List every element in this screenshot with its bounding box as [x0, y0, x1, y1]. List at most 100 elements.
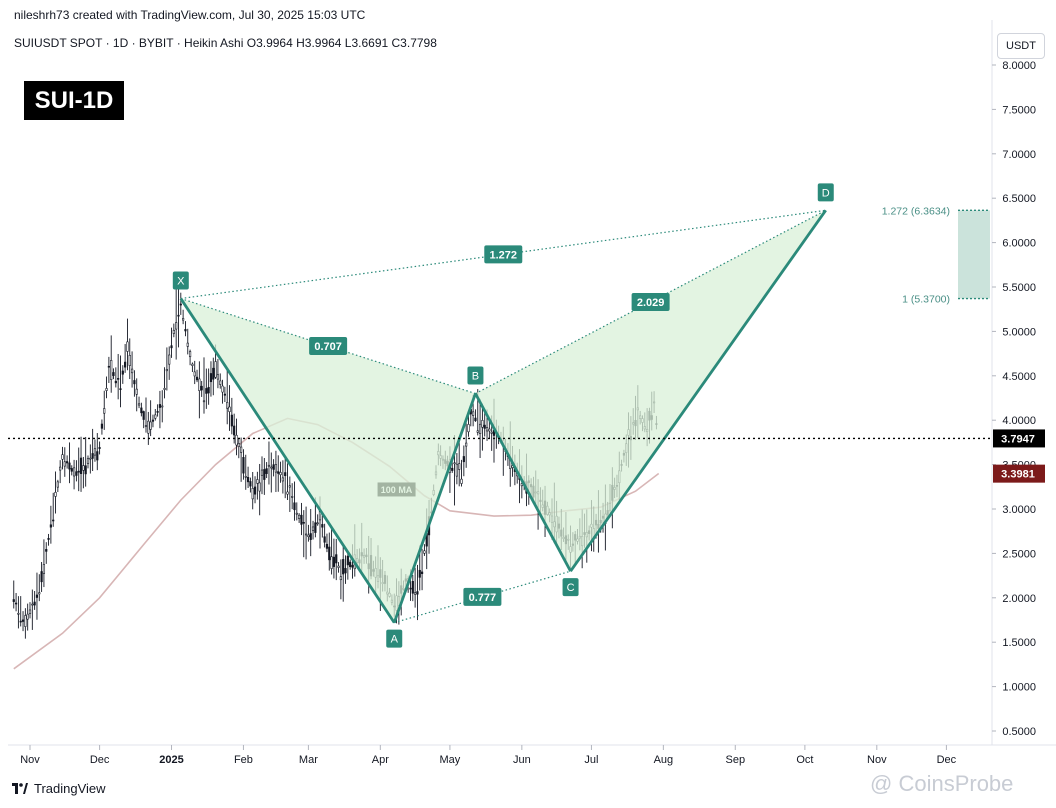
- y-tick-label: 5.0000: [1002, 326, 1036, 338]
- candle-body: [33, 601, 36, 606]
- ratio-label: 2.029: [637, 297, 665, 309]
- candle-body: [270, 466, 273, 469]
- y-tick-label: 3.0000: [1002, 504, 1036, 516]
- candle-body: [151, 419, 155, 422]
- candle-body: [481, 420, 484, 428]
- tradingview-logo[interactable]: TradingView: [12, 781, 106, 796]
- candle-body: [19, 620, 22, 623]
- x-tick-label: Oct: [796, 754, 813, 766]
- candle-body: [47, 537, 50, 540]
- candle-body: [42, 564, 46, 574]
- candle-body: [235, 434, 238, 446]
- y-tick-label: 1.0000: [1002, 682, 1036, 694]
- currency-button[interactable]: USDT: [997, 33, 1045, 59]
- candle-body: [409, 587, 412, 590]
- candle-body: [114, 380, 117, 384]
- candle-body: [124, 361, 127, 368]
- ratio-label-bg: [463, 587, 502, 606]
- candle-body: [488, 428, 491, 432]
- candle-body: [12, 599, 15, 602]
- candle-body: [295, 512, 298, 515]
- candle-body: [119, 388, 122, 390]
- candle-body: [98, 447, 101, 449]
- y-tick-label: 2.0000: [1002, 593, 1036, 605]
- x-tick-label: Mar: [299, 754, 318, 766]
- candle-body: [485, 427, 489, 432]
- x-tick-label: Jul: [584, 754, 598, 766]
- candle-body: [130, 368, 134, 374]
- x-tick-label: Feb: [234, 754, 253, 766]
- y-tick-label: 4.0000: [1002, 415, 1036, 427]
- candle-body: [179, 303, 182, 306]
- tradingview-brand: TradingView: [34, 781, 106, 796]
- candle-body: [45, 549, 48, 552]
- candle-body: [212, 367, 215, 380]
- candle-body: [177, 314, 180, 317]
- candle-body: [304, 533, 308, 536]
- candle-body: [237, 443, 240, 447]
- candle-body: [309, 533, 312, 540]
- y-tick-label: 6.5000: [1002, 193, 1036, 205]
- x-tick-label: Jun: [513, 754, 531, 766]
- x-tick-label: Dec: [90, 754, 110, 766]
- candle-body: [223, 393, 226, 396]
- candle-body: [186, 342, 189, 347]
- candle-body: [242, 457, 245, 474]
- candle-body: [344, 568, 347, 574]
- candle-body: [135, 388, 138, 395]
- candle-body: [274, 464, 278, 473]
- point-label-bg: [562, 578, 579, 597]
- credit-line: nileshrh73 created with TradingView.com,…: [14, 8, 366, 22]
- candle-body: [300, 514, 303, 525]
- last-price-tag: 3.7947: [1001, 433, 1035, 445]
- candle-body: [284, 472, 287, 477]
- candle-body: [416, 591, 419, 595]
- candle-body: [198, 378, 201, 391]
- candle-body: [84, 465, 87, 475]
- candle-body: [476, 430, 479, 433]
- candle-body: [72, 467, 76, 477]
- point-label-x: X: [177, 276, 185, 288]
- candle-body: [453, 462, 456, 465]
- y-tick-label: 6.0000: [1002, 238, 1036, 250]
- candle-body: [478, 423, 482, 434]
- candle-body: [117, 378, 120, 380]
- candle-body: [149, 421, 152, 430]
- candle-body: [142, 411, 145, 420]
- candle-body: [54, 492, 57, 497]
- x-tick-label: Sep: [725, 754, 745, 766]
- candle-body: [207, 387, 210, 394]
- candle-body: [38, 592, 41, 595]
- candle-body: [221, 385, 224, 393]
- candle-body: [351, 564, 354, 568]
- candle-body: [311, 526, 315, 531]
- candle-body: [209, 373, 213, 383]
- candle-body: [267, 464, 271, 467]
- candle-body: [467, 424, 470, 433]
- candle-body: [228, 406, 231, 413]
- candle-body: [202, 400, 206, 403]
- candle-body: [214, 361, 217, 378]
- candle-body: [465, 442, 468, 447]
- candle-body: [277, 471, 280, 474]
- candle-body: [31, 603, 34, 606]
- symbol-info: SUIUSDT SPOT · 1D · BYBIT · Heikin Ashi …: [14, 36, 437, 50]
- candle-body: [175, 322, 178, 330]
- candle-body: [414, 592, 417, 595]
- leg-xa: [179, 297, 396, 624]
- candle-body: [249, 481, 252, 487]
- candle-body: [137, 403, 141, 406]
- point-label-b: B: [472, 371, 479, 383]
- candle-body: [128, 354, 131, 366]
- candle-body: [230, 414, 233, 427]
- candle-body: [423, 550, 426, 554]
- last-price-tag-bg: [993, 429, 1045, 448]
- candle-body: [168, 354, 171, 365]
- candle-body: [483, 424, 486, 429]
- candle-body: [193, 371, 196, 377]
- candle-body: [316, 522, 319, 525]
- candle-body: [17, 612, 20, 615]
- candle-body: [121, 370, 124, 375]
- candle-body: [103, 408, 106, 414]
